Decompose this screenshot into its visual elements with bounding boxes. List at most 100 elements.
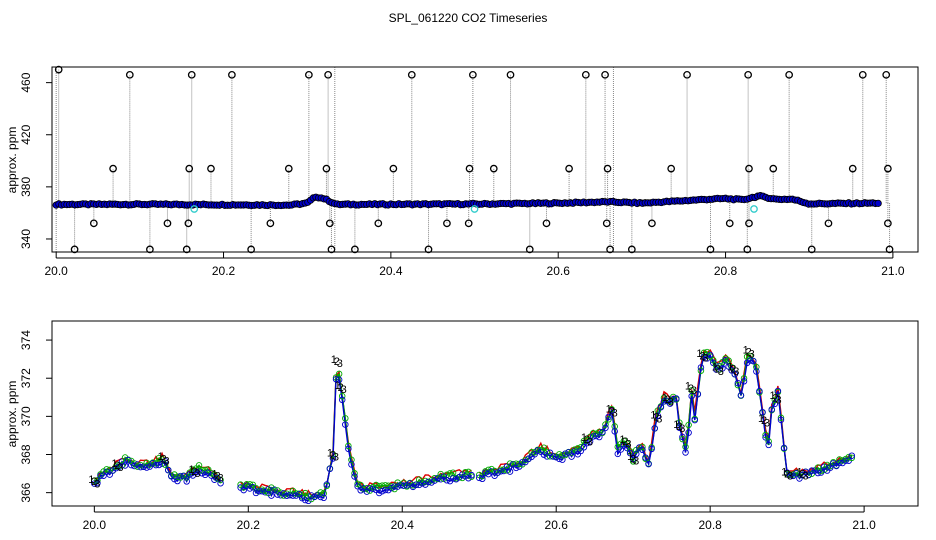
series-2-marker: 2 — [746, 347, 752, 359]
series-point — [208, 469, 215, 477]
outlier-point — [743, 245, 752, 254]
top-x-tick-label: 20.6 — [547, 264, 571, 278]
series-point — [753, 368, 760, 375]
series-point — [217, 479, 224, 487]
series-point — [286, 491, 294, 499]
series-point — [491, 467, 498, 475]
series-2-marker: 2 — [773, 392, 779, 404]
series-point — [137, 463, 144, 471]
outlier-point — [744, 70, 752, 79]
series-point — [271, 486, 278, 494]
outlier-point — [54, 65, 63, 74]
series-2-marker: 2 — [665, 394, 671, 406]
series-point — [255, 487, 263, 495]
series-2-marker: 2 — [114, 460, 120, 472]
series-point — [348, 461, 355, 468]
series-point — [382, 486, 389, 494]
series-point — [676, 424, 683, 431]
outlier-point — [407, 70, 416, 79]
outlier-point — [807, 245, 816, 254]
series-point — [629, 458, 637, 465]
series-point — [317, 489, 324, 496]
outlier-point — [187, 70, 196, 79]
outlier-point — [266, 219, 275, 228]
series-point — [777, 414, 785, 422]
outlier-point — [146, 245, 154, 254]
series-3-marker: 3 — [787, 471, 793, 483]
series-point — [128, 461, 135, 469]
series-point — [709, 356, 717, 364]
series-point — [137, 461, 144, 469]
series-point — [826, 464, 834, 471]
series-point — [164, 466, 172, 474]
outlier-point — [424, 245, 433, 254]
series-point — [626, 448, 634, 455]
series-point — [459, 474, 466, 482]
series-point — [750, 357, 757, 365]
series-point — [820, 466, 828, 474]
series-point — [753, 363, 760, 371]
series-1-marker: 1 — [111, 458, 117, 470]
series-2-marker: 2 — [622, 436, 628, 448]
series-point — [183, 478, 190, 485]
series-point — [676, 419, 683, 426]
series-point — [805, 471, 812, 479]
series-point — [94, 479, 101, 487]
series-point — [106, 471, 113, 478]
series-point — [118, 461, 126, 469]
series-point — [124, 456, 132, 464]
series-1-marker: 1 — [696, 348, 702, 360]
series-2-marker: 2 — [191, 466, 197, 478]
outlier-point — [228, 70, 236, 79]
series-point — [192, 469, 200, 476]
series-point — [765, 438, 772, 445]
series-3-marker: 3 — [764, 417, 770, 429]
flag-point — [750, 205, 758, 213]
series-point — [546, 453, 554, 460]
series-point — [342, 415, 349, 422]
series-point — [268, 492, 275, 499]
series-1-marker: 1 — [331, 354, 337, 366]
series-point — [694, 390, 702, 398]
series-2-marker: 2 — [761, 415, 767, 427]
series-point — [592, 432, 600, 440]
series-point — [534, 447, 541, 454]
bottom-y-axis: 366 368 370 372 374 — [19, 330, 52, 503]
outlier-point — [443, 219, 451, 228]
series-1-marker: 1 — [796, 466, 802, 478]
series-point — [440, 475, 448, 482]
series-2-marker: 2 — [214, 470, 220, 482]
series-point — [848, 454, 856, 462]
series-point — [666, 400, 674, 407]
series-point — [375, 489, 383, 497]
series-point — [759, 408, 766, 416]
series-point — [685, 421, 692, 429]
series-point — [734, 381, 742, 389]
series-point — [771, 400, 779, 408]
series-1-marker: 1 — [685, 381, 691, 393]
series-point — [354, 480, 361, 488]
outlier-point — [603, 164, 612, 173]
series-point — [329, 455, 337, 462]
series-3-marker: 3 — [333, 452, 339, 464]
series-point — [431, 475, 438, 482]
series-point — [375, 482, 383, 490]
series-1-line — [478, 349, 852, 477]
series-2-marker: 2 — [799, 469, 805, 481]
series-point — [549, 453, 557, 460]
outlier-point — [109, 164, 117, 173]
series-point — [716, 366, 723, 373]
series-point — [134, 463, 141, 470]
series-point — [208, 472, 215, 479]
series-1-marker: 1 — [88, 474, 94, 486]
series-2-marker: 2 — [338, 382, 344, 394]
series-point — [485, 466, 492, 474]
series-point — [115, 463, 123, 471]
series-point — [645, 460, 652, 468]
series-point — [506, 468, 514, 475]
bot-x-tick-label: 20.8 — [698, 518, 722, 532]
series-point — [623, 440, 631, 447]
series-point — [669, 396, 677, 403]
outlier-point — [163, 219, 172, 228]
